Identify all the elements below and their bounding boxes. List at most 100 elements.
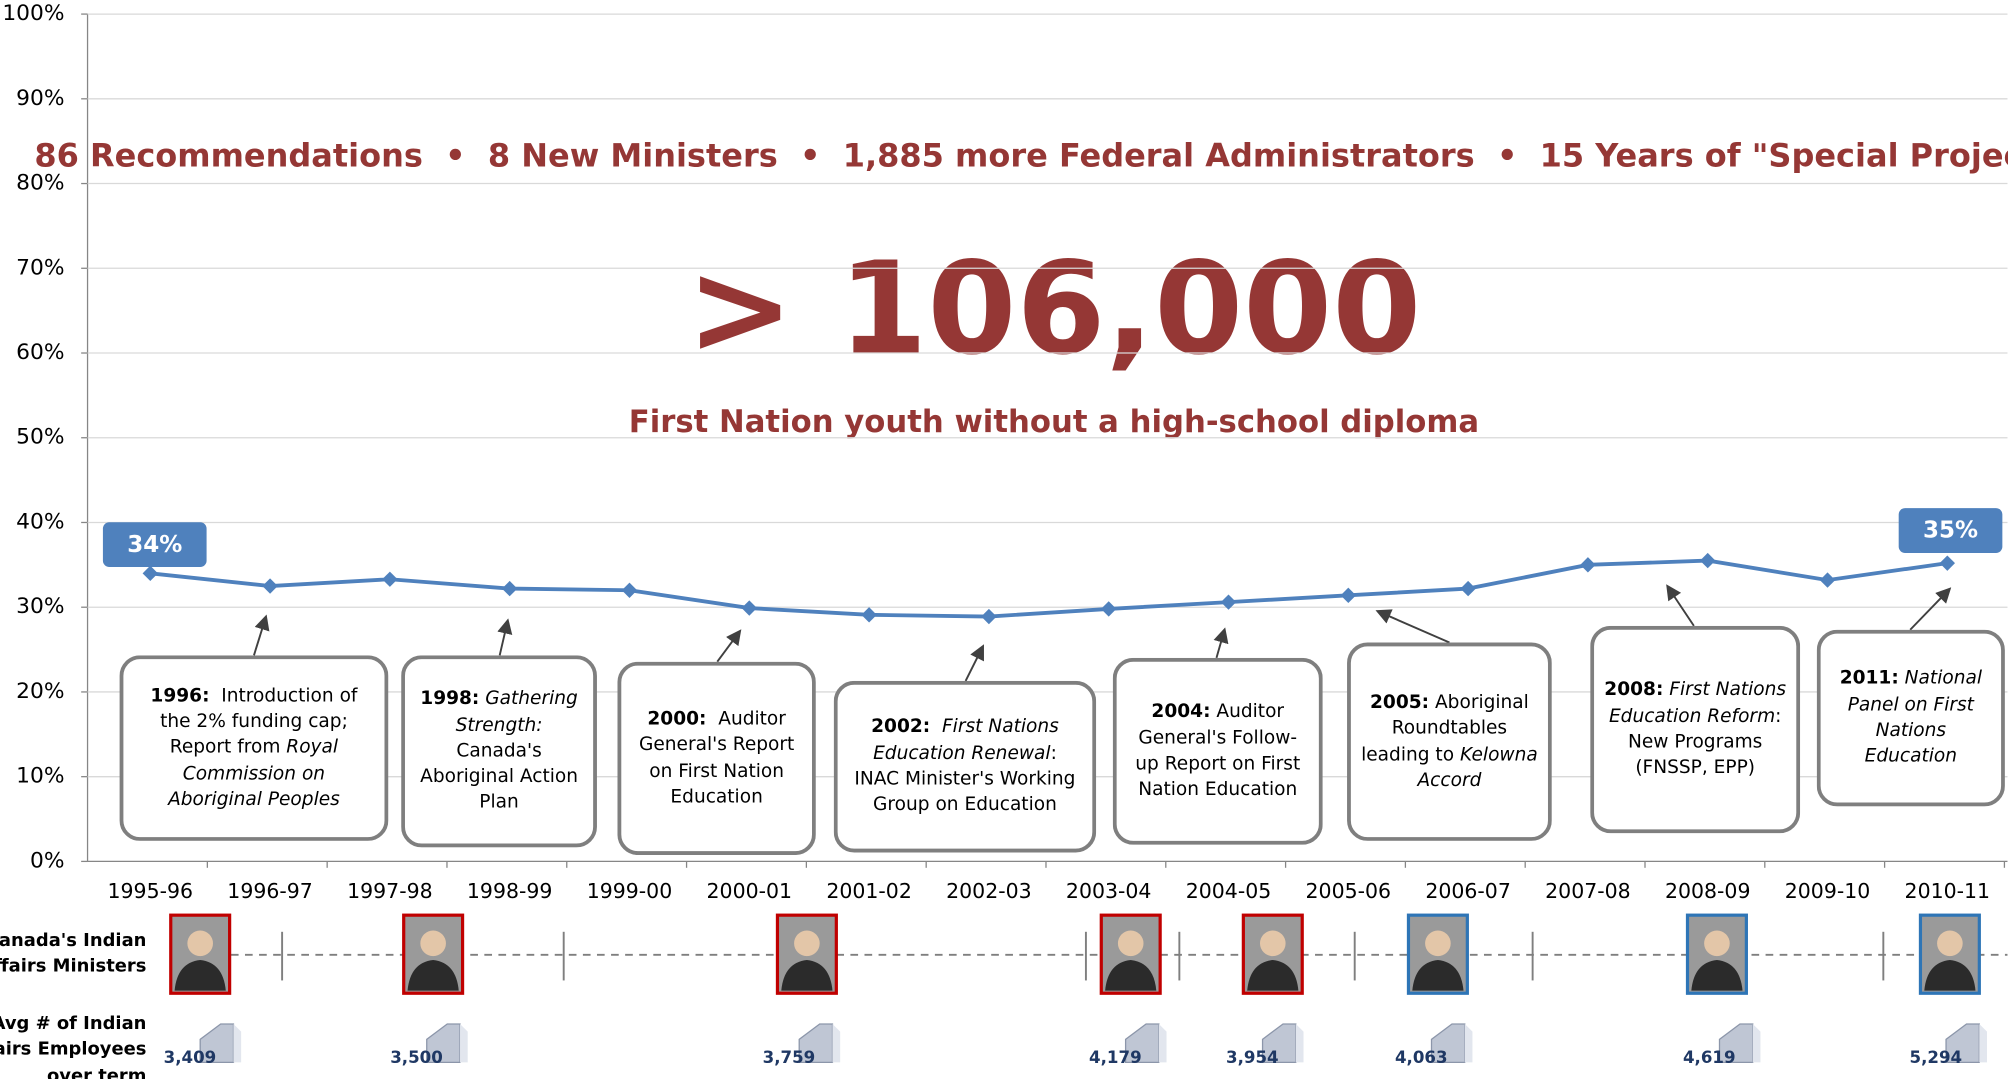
x-tick-label: 2004-05 <box>1186 879 1272 903</box>
annotation-part <box>930 717 942 737</box>
annotation: 2004: Auditor General's Follow-up Report… <box>1112 657 1323 845</box>
annotation: 2011: National Panel on First Nations Ed… <box>1816 629 2005 807</box>
annotation-part: Introduction of the 2% funding cap; Repo… <box>160 685 364 759</box>
employee-count: 5,294 <box>1910 1048 1963 1067</box>
minister-head <box>1117 930 1144 957</box>
annotation-text: 2002: First Nations Education Renewal: I… <box>848 715 1082 819</box>
x-tick-label: 1995-96 <box>108 879 194 903</box>
building-icon <box>426 1023 461 1064</box>
x-tick-label: 2000-01 <box>707 879 793 903</box>
point-marker <box>1460 580 1476 597</box>
annotation-part: 2011: <box>1839 668 1899 690</box>
employee-count: 3,409 <box>164 1048 217 1067</box>
building-icon-front <box>1295 1023 1304 1063</box>
x-tick-label: 2008-09 <box>1665 879 1751 903</box>
minister-head <box>1425 930 1451 957</box>
building-icon-front <box>1979 1023 1988 1063</box>
building-icon <box>1261 1023 1297 1064</box>
annotation-part: Auditor General's Report on First Nation… <box>638 708 801 808</box>
y-tick-label: 50% <box>16 425 64 450</box>
employee-count: 3,759 <box>763 1048 816 1067</box>
annotation-part: : New Programs (FNSSP, EPP) <box>1627 706 1794 779</box>
point-marker <box>1580 557 1596 573</box>
value-label: 34% <box>127 532 182 558</box>
annotation-part: Kelowna Accord <box>1417 744 1544 791</box>
annotation-text: 2011: National Panel on First Nations Ed… <box>1831 666 1991 770</box>
annotation-part: Royal Commission on Aboriginal Peoples <box>168 737 344 811</box>
arrow <box>497 618 513 656</box>
annotation-part: 1998: <box>420 688 480 710</box>
y-tick-label: 70% <box>16 255 64 280</box>
point-marker <box>621 582 638 598</box>
row-label: Avg # of Indian Affairs Employees over t… <box>0 1014 146 1079</box>
annotation-text: 1996: Introduction of the 2% funding cap… <box>134 683 375 813</box>
series-line <box>150 558 1948 619</box>
value-label-box <box>1898 508 2003 553</box>
x-tick-label: 2010-11 <box>1905 879 1991 903</box>
employee-count: 3,500 <box>390 1048 443 1067</box>
y-tick-label: 90% <box>16 86 64 111</box>
minister-body <box>1924 959 1976 991</box>
minister-head <box>420 930 446 957</box>
x-tick-label: 2001-02 <box>826 879 912 903</box>
annotation-part: : INAC Minister's Working Group on Educa… <box>854 743 1082 816</box>
annotation-box: 2005: Aboriginal Roundtables leading to … <box>1347 642 1552 841</box>
annotation-part: First Nations Education Reform <box>1608 680 1792 727</box>
annotation: 2005: Aboriginal Roundtables leading to … <box>1347 642 1552 841</box>
point-marker <box>142 565 158 581</box>
point-marker <box>981 608 997 625</box>
point-marker <box>1819 572 1836 588</box>
annotation: 2000: Auditor General's Report on First … <box>617 661 816 856</box>
building-icon <box>1124 1023 1160 1064</box>
arrow <box>253 614 270 656</box>
minister-head <box>794 930 820 957</box>
annotation-box: 2000: Auditor General's Report on First … <box>617 661 816 856</box>
minister-body <box>407 959 459 991</box>
minister-head <box>187 930 213 957</box>
arrow <box>1666 584 1695 627</box>
minister-body <box>1105 959 1157 991</box>
point-marker <box>1939 555 1956 571</box>
point-marker <box>1700 552 1716 569</box>
employee-count: 4,619 <box>1683 1048 1736 1067</box>
y-tick-label: 0% <box>30 848 65 873</box>
annotation-box: 2011: National Panel on First Nations Ed… <box>1816 629 2005 807</box>
arrow <box>716 629 742 663</box>
x-tick-label: 2007-08 <box>1545 879 1631 903</box>
minister-head <box>1259 930 1286 957</box>
annotation-part: 2004: <box>1151 701 1211 723</box>
annotation-part: Gathering Strength: <box>455 688 584 736</box>
x-tick-label: 1999-00 <box>587 879 673 903</box>
annotation-part: First Nations Education Renewal <box>873 717 1065 764</box>
row-label: Canada's Indian Affairs Ministers <box>0 930 147 977</box>
annotation-text: 1998: Gathering Strength: Canada's Abori… <box>415 686 583 816</box>
annotation-part: Canada's Aboriginal Action Plan <box>420 714 584 814</box>
annotation-box: 2008: First Nations Education Reform: Ne… <box>1590 625 1801 834</box>
employee-count: 4,179 <box>1089 1048 1142 1067</box>
annotation-part: 2002: <box>871 717 931 738</box>
annotation-box: 1998: Gathering Strength: Canada's Abori… <box>401 655 597 848</box>
x-tick-label: 2005-06 <box>1306 879 1392 903</box>
annotation-box: 2004: Auditor General's Follow-up Report… <box>1112 657 1323 845</box>
employee-count: 3,954 <box>1226 1048 1279 1067</box>
annotation-part: 2008: <box>1604 680 1664 701</box>
minister-body <box>1691 959 1743 991</box>
y-tick-label: 40% <box>16 509 64 534</box>
x-tick-label: 2006-07 <box>1425 879 1511 903</box>
point-marker <box>861 607 877 623</box>
point-marker <box>741 600 757 616</box>
row-label-text: Canada's Indian Affairs Ministers <box>0 930 147 977</box>
annotation-part: Aboriginal Roundtables leading to <box>1361 692 1535 765</box>
annotation-text: 2000: Auditor General's Report on First … <box>632 706 802 810</box>
y-tick-label: 100% <box>2 1 64 26</box>
annotation: 2002: First Nations Education Renewal: I… <box>833 680 1097 853</box>
building-icon <box>1945 1023 1980 1064</box>
building-icon-front <box>1464 1023 1473 1063</box>
annotation-part: Auditor General's Follow-up Report on Fi… <box>1135 701 1307 801</box>
annotation-box: 2002: First Nations Education Renewal: I… <box>833 680 1097 853</box>
minister-body <box>174 959 226 991</box>
x-tick-label: 2002-03 <box>946 879 1032 903</box>
annotation-text: 2005: Aboriginal Roundtables leading to … <box>1361 690 1538 794</box>
arrow <box>964 644 984 682</box>
